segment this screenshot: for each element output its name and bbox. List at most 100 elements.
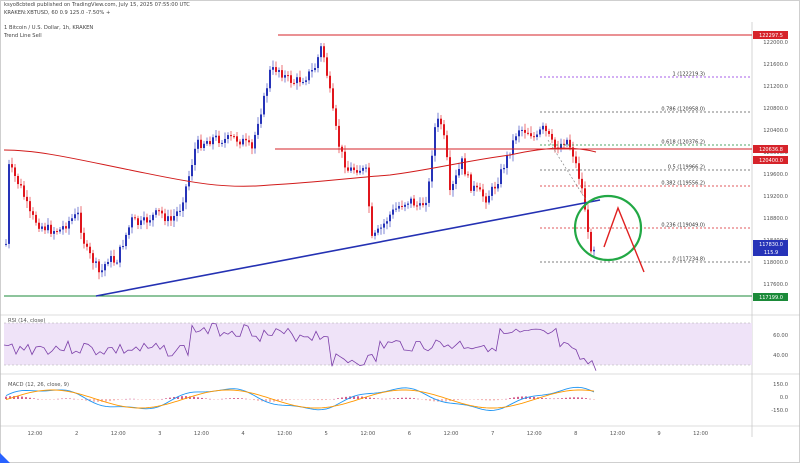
candle-body [347, 167, 349, 171]
macd-histogram-bar [157, 399, 159, 400]
candle-body [473, 185, 475, 191]
macd-histogram-bar [357, 396, 359, 399]
fib-level-label: 0.5 (119966.2) [668, 165, 705, 171]
macd-histogram-bar [121, 399, 123, 400]
macd-histogram-bar [273, 399, 275, 402]
candle-body [35, 214, 37, 223]
time-tick-label: 3 [158, 431, 161, 437]
macd-histogram-bar [377, 398, 379, 400]
candle-body [185, 186, 187, 203]
candle-body [533, 136, 535, 138]
macd-histogram-bar [589, 398, 591, 400]
candle-body [539, 129, 541, 135]
macd-histogram-bar [569, 397, 571, 399]
candle-body [68, 220, 70, 229]
macd-histogram-bar [133, 398, 135, 400]
macd-histogram-bar [505, 398, 507, 400]
candle-body [41, 226, 43, 229]
candle-body [119, 246, 121, 263]
candle-body [17, 175, 19, 185]
macd-histogram-bar [313, 399, 315, 400]
candle-body [446, 135, 448, 158]
macd-histogram-bar [25, 397, 27, 399]
candle-body [122, 246, 124, 248]
candle-body [308, 71, 310, 81]
candle-body [125, 234, 127, 247]
macd-histogram-bar [425, 399, 427, 401]
candle-body [224, 138, 226, 143]
macd-histogram-bar [473, 399, 475, 400]
macd-histogram-bar [501, 399, 503, 400]
candle-body [500, 169, 502, 185]
macd-histogram-bar [117, 399, 119, 400]
candle-body [26, 196, 28, 202]
time-tick-label: 12:00 [194, 431, 209, 437]
price-tag-label: 120400.0 [759, 158, 783, 164]
candle-body [173, 215, 175, 221]
candle-body [284, 75, 286, 78]
candle-body [128, 227, 130, 235]
candle-body [218, 135, 220, 144]
macd-histogram-bar [85, 399, 87, 401]
candle-body [194, 148, 196, 166]
candle-body [503, 167, 505, 170]
candle-body [110, 256, 112, 262]
candle-body [365, 167, 367, 169]
candle-body [134, 217, 136, 219]
rsi-tick: 40.00 [773, 353, 788, 359]
candle-body [209, 141, 211, 145]
candle-body [437, 118, 439, 128]
price-tag [753, 293, 788, 301]
candle-body [143, 217, 145, 221]
candle-body [53, 231, 55, 234]
candle-body [212, 137, 214, 145]
candle-body [305, 80, 307, 83]
candle-body [113, 256, 115, 263]
candle-body [413, 198, 415, 206]
time-tick-label: 12:00 [527, 431, 542, 437]
macd-histogram-bar [93, 399, 95, 402]
macd-histogram-bar [317, 399, 319, 401]
fib-level-label: 0.618 (120376.2) [661, 140, 705, 146]
macd-histogram-bar [269, 399, 271, 402]
macd-histogram-bar [413, 398, 415, 399]
macd-histogram-bar [37, 398, 39, 400]
macd-histogram-bar [333, 398, 335, 400]
macd-histogram-bar [21, 396, 23, 399]
macd-histogram-bar [305, 399, 307, 400]
candle-body [59, 229, 61, 232]
macd-histogram-bar [161, 398, 163, 400]
candle-body [155, 210, 157, 215]
candle-body [506, 154, 508, 168]
candle-body [11, 164, 13, 168]
candle-body [404, 204, 406, 207]
candle-body [281, 70, 283, 78]
tradingview-logo-icon [0, 453, 10, 463]
candle-body [314, 68, 316, 71]
candle-body [227, 135, 229, 139]
candle-body [329, 75, 331, 89]
candle-body [65, 226, 67, 229]
candle-body [458, 168, 460, 176]
macd-histogram-bar [469, 399, 471, 400]
candle-body [71, 218, 73, 221]
candle-body [290, 75, 292, 83]
candle-body [497, 184, 499, 189]
macd-tick: -150.0 [771, 408, 788, 414]
candle-body [266, 88, 268, 96]
candle-body [548, 131, 550, 134]
candle-body [77, 212, 79, 215]
macd-histogram-bar [225, 398, 227, 400]
candle-body [563, 143, 565, 145]
candle-body [272, 67, 274, 70]
price-tag-label: 122297.5 [759, 33, 783, 39]
candle-body [83, 232, 85, 244]
fib-level-label: 0 (117234.8) [672, 257, 705, 263]
macd-histogram-bar [509, 398, 511, 399]
macd-histogram-bar [209, 398, 211, 400]
macd-histogram-bar [53, 399, 55, 400]
price-tick-label: 118000.0 [763, 260, 788, 266]
macd-histogram-bar [453, 399, 455, 401]
